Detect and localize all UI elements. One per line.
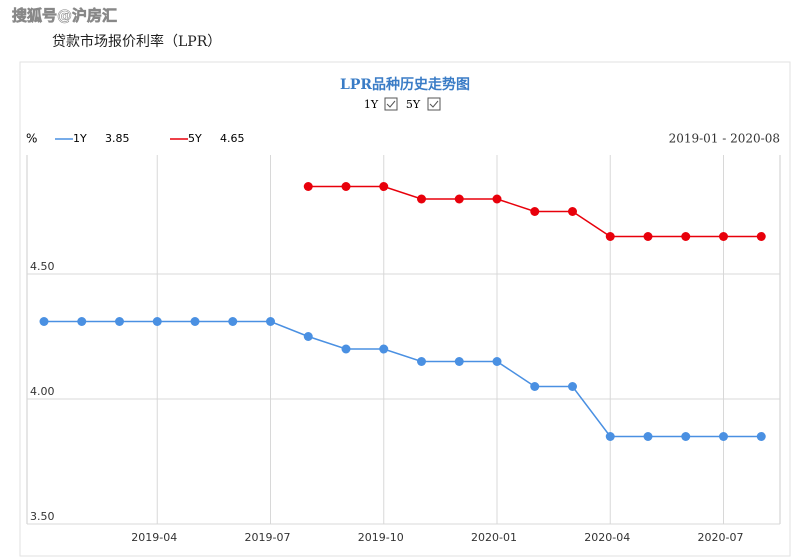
- checkbox[interactable]: [384, 97, 398, 111]
- data-point: [417, 194, 426, 204]
- legend-label: 1Y: [73, 132, 87, 145]
- data-point: [719, 432, 728, 441]
- x-tick-label: 2019-04: [131, 531, 177, 544]
- data-point: [303, 332, 313, 341]
- data-point: [568, 382, 577, 391]
- y-tick-label: 4.00: [30, 385, 55, 398]
- y-tick-label: 4.50: [30, 260, 55, 273]
- toggle-label: 5Y: [406, 98, 421, 111]
- data-point: [681, 232, 691, 241]
- checkbox[interactable]: [427, 97, 441, 111]
- legend-label: 5Y: [188, 132, 202, 145]
- toggle-label: 1Y: [364, 98, 379, 111]
- legend-value: 3.85: [105, 132, 130, 145]
- x-tick-label: 2020-07: [698, 531, 744, 544]
- data-point: [379, 344, 389, 354]
- check: [386, 100, 396, 108]
- chart-title: LPR品种历史走势图: [340, 76, 470, 93]
- check: [429, 100, 439, 108]
- data-point: [341, 182, 351, 191]
- data-point: [605, 232, 615, 241]
- data-point: [379, 182, 389, 191]
- data-point: [605, 432, 615, 441]
- watermark: 搜狐号@沪房汇: [12, 7, 117, 25]
- data-point: [568, 207, 577, 216]
- data-point: [643, 232, 653, 241]
- data-point: [492, 194, 502, 204]
- date-range: 2019-01 - 2020-08: [669, 132, 780, 146]
- data-point: [266, 317, 275, 326]
- data-point: [417, 357, 426, 366]
- x-tick-label: 2020-04: [584, 531, 630, 544]
- data-point: [492, 357, 502, 366]
- data-point: [530, 207, 540, 216]
- data-point: [115, 317, 124, 326]
- x-tick-label: 2019-10: [358, 531, 404, 544]
- panel: [19, 61, 791, 557]
- data-point: [303, 182, 313, 191]
- data-point: [341, 344, 351, 354]
- data-point: [681, 432, 691, 441]
- x-tick-label: 2019-07: [245, 531, 291, 544]
- data-point: [39, 317, 49, 326]
- data-point: [454, 357, 464, 366]
- data-point: [530, 382, 540, 391]
- data-point: [643, 432, 653, 441]
- data-point: [756, 232, 766, 241]
- data-point: [190, 317, 200, 326]
- series-line: [44, 320, 762, 438]
- data-point: [454, 194, 464, 204]
- x-tick-label: 2020-01: [471, 531, 517, 544]
- y-tick-label: 3.50: [30, 510, 55, 523]
- unit: %: [26, 132, 37, 146]
- data-point: [77, 317, 87, 326]
- data-point: [719, 232, 728, 241]
- legend-value: 4.65: [220, 132, 245, 145]
- data-point: [228, 317, 238, 326]
- subtitle: 贷款市场报价利率（LPR）: [52, 33, 221, 50]
- data-point: [152, 317, 162, 326]
- data-point: [756, 432, 766, 441]
